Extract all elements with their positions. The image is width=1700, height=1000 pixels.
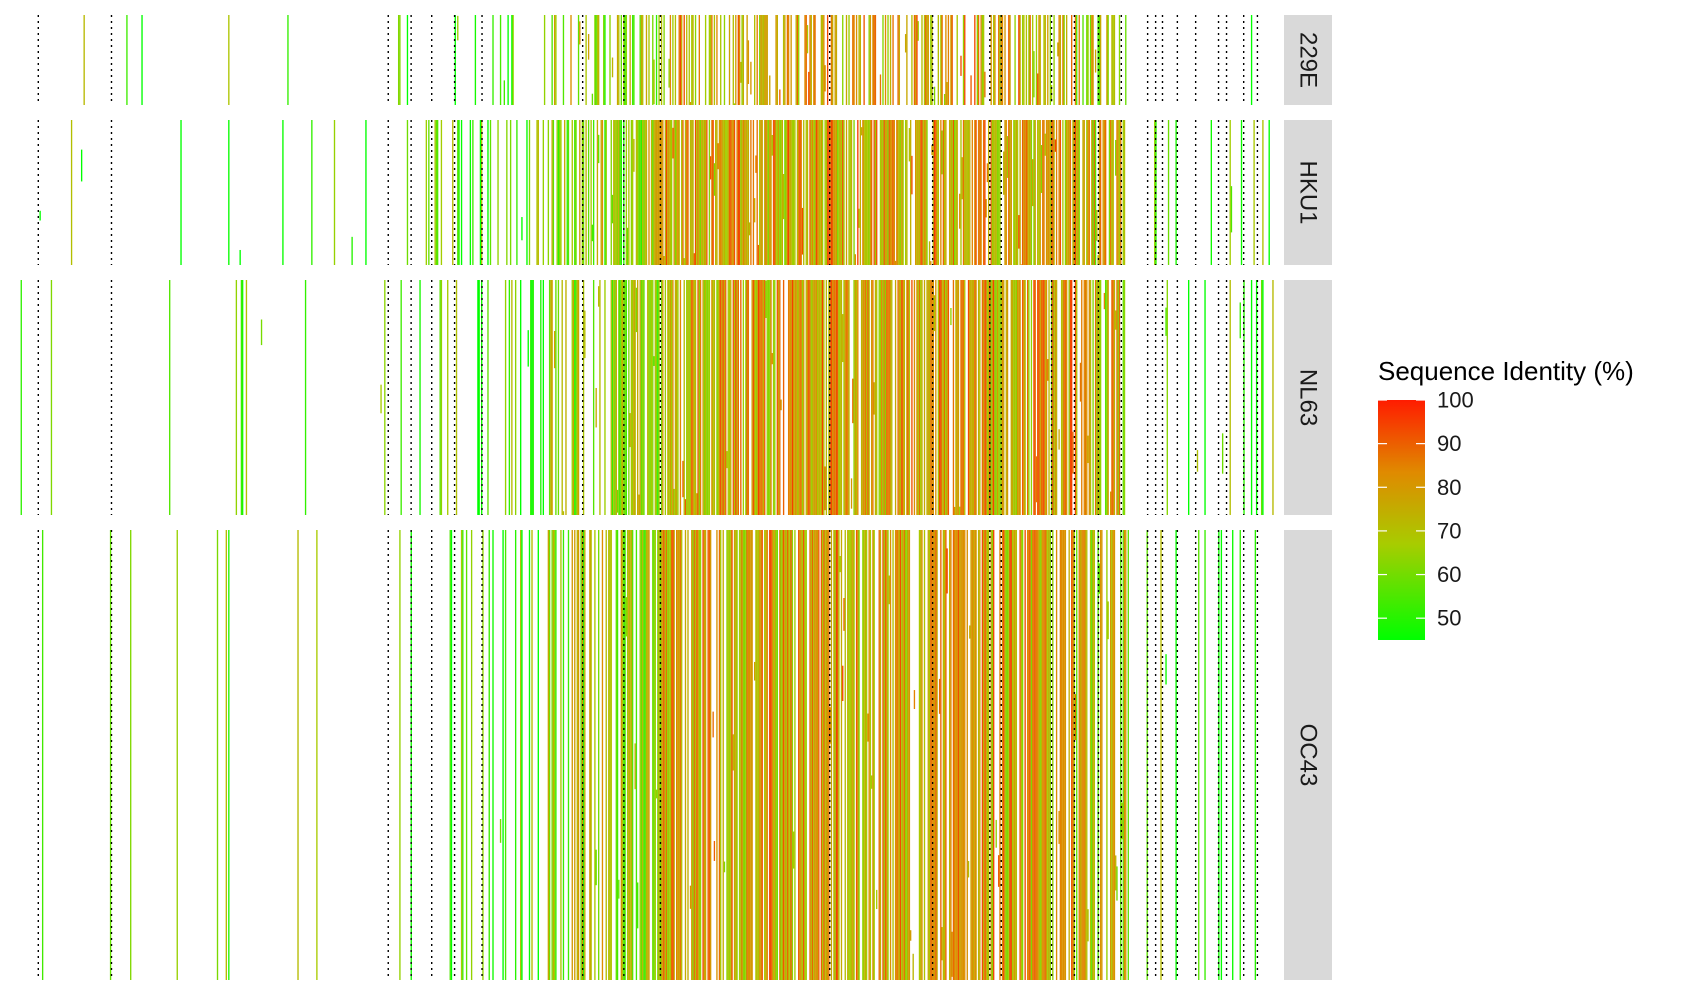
color-legend: Sequence Identity (%) 100 90 80 70 60 50 (1378, 356, 1634, 640)
panel-229e (83, 15, 1253, 105)
legend-tick-label: 100 (1437, 388, 1474, 413)
facet-strip: OC43 (1284, 530, 1332, 980)
facet-strip: NL63 (1284, 280, 1332, 515)
facet-panels (20, 15, 1274, 980)
facet-label: OC43 (1295, 724, 1322, 787)
facet-strip-background (1284, 280, 1332, 515)
facet-strip: HKU1 (1284, 120, 1332, 265)
legend-ticks: 100 90 80 70 60 50 (1378, 388, 1474, 631)
facet-strip-background (1284, 15, 1332, 105)
legend-tick-label: 90 (1437, 431, 1461, 456)
legend-tick-label: 80 (1437, 475, 1461, 500)
facet-strip-background (1284, 530, 1332, 980)
facet-strip: 229E (1284, 15, 1332, 105)
facet-strip-background (1284, 120, 1332, 265)
reference-lines (37, 15, 1259, 980)
panel-oc43 (41, 530, 1257, 980)
facet-label: HKU1 (1295, 160, 1322, 224)
legend-tick-label: 70 (1437, 518, 1461, 543)
legend-tick-label: 50 (1437, 606, 1461, 631)
legend-tick-label: 60 (1437, 562, 1461, 587)
legend-title: Sequence Identity (%) (1378, 356, 1634, 386)
legend-colorbar (1378, 400, 1425, 640)
panel-hku1 (39, 120, 1270, 265)
facet-strips: 229E HKU1 NL63 OC43 (1284, 15, 1332, 980)
facet-label: 229E (1295, 32, 1322, 88)
panel-nl63 (20, 280, 1274, 515)
facet-label: NL63 (1295, 369, 1322, 426)
